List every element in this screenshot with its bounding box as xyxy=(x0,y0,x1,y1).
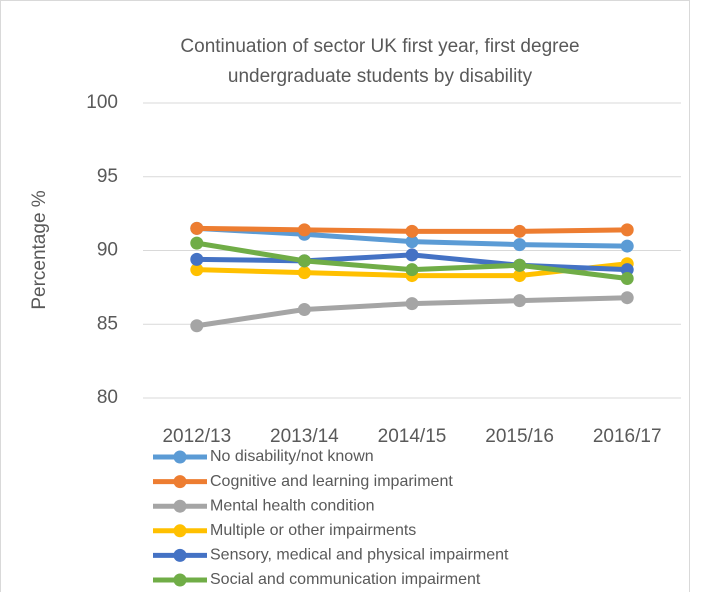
point xyxy=(297,254,311,268)
y-axis-label: Percentage % xyxy=(29,190,50,309)
point xyxy=(405,224,419,238)
legend-label: Social and communication impairment xyxy=(210,571,481,588)
point xyxy=(297,266,311,280)
point xyxy=(513,224,527,238)
point xyxy=(405,263,419,277)
legend-marker xyxy=(173,524,187,538)
x-tick-label: 2014/15 xyxy=(378,426,447,447)
x-tick-label: 2016/17 xyxy=(593,426,662,447)
x-tick-label: 2012/13 xyxy=(162,426,231,447)
point xyxy=(620,291,634,305)
y-tick-label: 95 xyxy=(97,166,118,187)
point xyxy=(297,223,311,237)
point xyxy=(620,239,634,253)
y-tick-label: 80 xyxy=(97,387,118,408)
point xyxy=(513,238,527,252)
point xyxy=(190,263,204,277)
point xyxy=(190,221,204,235)
point xyxy=(513,294,527,308)
y-tick-label: 100 xyxy=(86,92,118,113)
x-tick-label: 2015/16 xyxy=(485,426,554,447)
y-tick-label: 85 xyxy=(97,313,118,334)
legend-marker xyxy=(173,475,187,489)
point xyxy=(513,258,527,272)
point xyxy=(620,272,634,286)
legend-marker xyxy=(173,499,187,513)
x-tick-label: 2013/14 xyxy=(270,426,339,447)
point xyxy=(190,236,204,250)
point xyxy=(190,319,204,333)
chart-title: Continuation of sector UK first year, fi… xyxy=(180,36,580,87)
point xyxy=(190,252,204,266)
point xyxy=(405,235,419,249)
point xyxy=(620,223,634,237)
legend-marker xyxy=(173,450,187,464)
legend-marker xyxy=(173,573,187,587)
point xyxy=(405,297,419,311)
legend-marker xyxy=(173,548,187,562)
point xyxy=(513,269,527,283)
point xyxy=(405,248,419,262)
legend-label: No disability/not known xyxy=(210,448,374,465)
legend-label: Cognitive and learning impariment xyxy=(210,473,453,490)
point xyxy=(297,303,311,316)
y-tick-label: 90 xyxy=(97,240,118,261)
legend-label: Multiple or other impairments xyxy=(210,522,416,539)
legend-label: Sensory, medical and physical impairment xyxy=(210,547,509,564)
legend-label: Mental health condition xyxy=(210,497,375,514)
